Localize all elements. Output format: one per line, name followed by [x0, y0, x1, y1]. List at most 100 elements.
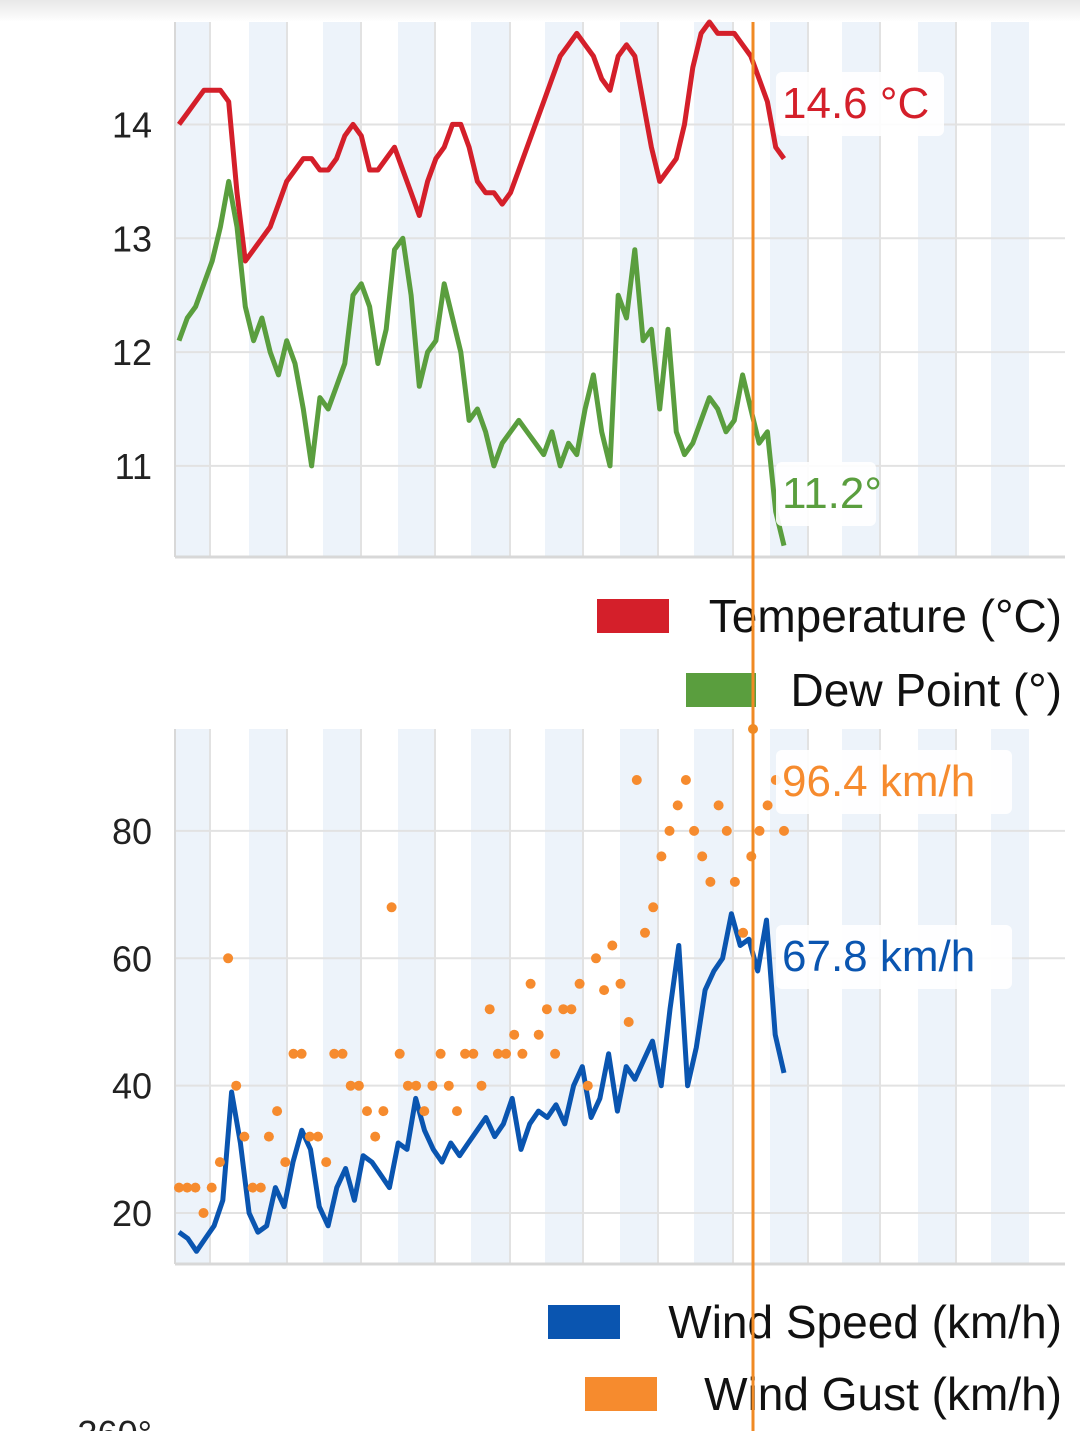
wind-gust-point — [607, 940, 618, 951]
wind-gust-point — [182, 1182, 193, 1193]
wind-gust-point — [353, 1080, 364, 1091]
dew-point-legend-swatch[interactable] — [686, 673, 756, 707]
wind-gust-point — [689, 825, 700, 836]
crosshair-marker — [748, 724, 758, 734]
temperature-legend-label[interactable]: Temperature (°C) — [709, 590, 1062, 642]
time-band — [620, 729, 658, 1264]
time-band — [398, 729, 435, 1264]
wind-gust-point — [558, 1004, 569, 1015]
wind-gust-point — [517, 1048, 528, 1059]
wind-gust-point — [272, 1106, 283, 1117]
y-tick-label: 14 — [112, 104, 152, 145]
wind-gust-legend-swatch[interactable] — [585, 1377, 657, 1411]
wind-gust-point — [492, 1048, 503, 1059]
wind-gust-point — [239, 1131, 250, 1142]
y-tick-label: 12 — [112, 332, 152, 373]
wind-gust-point — [582, 1080, 593, 1091]
wind-gust-point — [460, 1048, 471, 1059]
wind-gust-point — [476, 1080, 487, 1091]
wind-gust-point — [664, 825, 675, 836]
wind-gust-point — [362, 1106, 372, 1117]
wind-gust-point — [746, 851, 757, 862]
wind-gust-point — [370, 1131, 381, 1142]
temperature-value-label: 14.6 °C — [782, 79, 929, 128]
wind-gust-point — [427, 1080, 438, 1091]
y-tick-label: 13 — [112, 218, 152, 259]
wind-gust-point — [729, 876, 740, 887]
wind-gust-value-box — [776, 750, 1012, 814]
dew-point-legend-label[interactable]: Dew Point (°) — [791, 664, 1062, 716]
wind-gust-point — [190, 1182, 201, 1193]
wind-gust-point — [574, 978, 585, 989]
wind-gust-point — [566, 1004, 577, 1015]
wind-gust-point — [591, 953, 601, 964]
time-band — [398, 22, 435, 557]
wind-speed-line — [177, 911, 787, 1254]
wind-gust-point — [206, 1182, 217, 1193]
wind-speed-value-box — [776, 925, 1012, 989]
wind-gust-point — [386, 902, 397, 913]
wind-gust-point — [615, 978, 626, 989]
wind-gust-point — [337, 1048, 348, 1059]
wind-gust-point — [762, 800, 773, 811]
y-tick-label: 11 — [115, 446, 152, 487]
time-band — [545, 729, 583, 1264]
time-band — [991, 22, 1029, 557]
wind-gust-point — [779, 825, 789, 836]
wind-speed-legend-label[interactable]: Wind Speed (km/h) — [668, 1296, 1062, 1348]
wind-gust-value-label: 96.4 km/h — [782, 757, 975, 806]
wind-gust-point — [345, 1080, 356, 1091]
time-band — [175, 729, 210, 1264]
temperature-dewpoint-chart: 11 12 13 14 14.6 °C 11.2° Temperature (°C) Dew … — [112, 19, 1065, 716]
wind-gust-point — [394, 1048, 405, 1059]
temperature-legend-swatch[interactable] — [597, 599, 669, 633]
wind-speed-legend-swatch[interactable] — [548, 1305, 620, 1339]
time-band — [770, 729, 808, 1264]
wind-gust-point — [640, 927, 650, 938]
wind-gust-point — [452, 1106, 462, 1117]
wind-gust-point — [705, 876, 716, 887]
wind-gust-point — [443, 1080, 454, 1091]
wind-chart: 20 40 60 80 67.8 km/h 96.4 km/h Wind Speed (km… — [112, 729, 1065, 1420]
wind-gust-point — [247, 1182, 258, 1193]
wind-gust-point — [223, 953, 234, 964]
time-band — [991, 729, 1029, 1264]
wind-gust-point — [263, 1131, 274, 1142]
next-chart-axis-label: 360° — [78, 1413, 152, 1431]
dew-point-value-label: 11.2° — [782, 469, 882, 518]
temperature-line — [176, 19, 787, 264]
wind-gust-point — [329, 1048, 340, 1059]
wind-gust-point — [509, 1029, 520, 1040]
y-tick-label: 40 — [112, 1066, 152, 1107]
wind-gust-point — [599, 985, 610, 996]
wind-gust-point — [648, 902, 659, 913]
wind-gust-point — [721, 825, 732, 836]
dew-point-line — [176, 178, 787, 547]
wind-gust-point — [255, 1182, 266, 1193]
wind-gust-point — [631, 775, 642, 785]
time-band — [471, 729, 510, 1264]
wind-gust-point — [501, 1048, 511, 1059]
wind-gust-point — [541, 1004, 552, 1015]
time-band — [249, 729, 287, 1264]
y-tick-label: 80 — [112, 811, 152, 852]
wind-gust-point — [304, 1131, 315, 1142]
time-band — [545, 22, 583, 557]
wind-gust-point — [754, 825, 765, 836]
wind-gust-point — [680, 775, 691, 785]
wind-gust-point — [672, 800, 683, 811]
wind-gust-legend-label[interactable]: Wind Gust (km/h) — [704, 1368, 1062, 1420]
wind-speed-value-label: 67.8 km/h — [782, 932, 975, 981]
wind-gust-point — [484, 1004, 495, 1015]
time-band — [694, 729, 733, 1264]
wind-gust-point — [411, 1080, 422, 1091]
wind-gust-point — [435, 1048, 446, 1059]
y-tick-label: 20 — [112, 1193, 152, 1234]
time-band — [471, 22, 510, 557]
time-band — [249, 22, 287, 557]
wind-gust-point — [402, 1080, 413, 1091]
wind-gust-point — [697, 851, 708, 862]
wind-gust-point — [533, 1029, 544, 1040]
wind-gust-point — [198, 1208, 209, 1218]
